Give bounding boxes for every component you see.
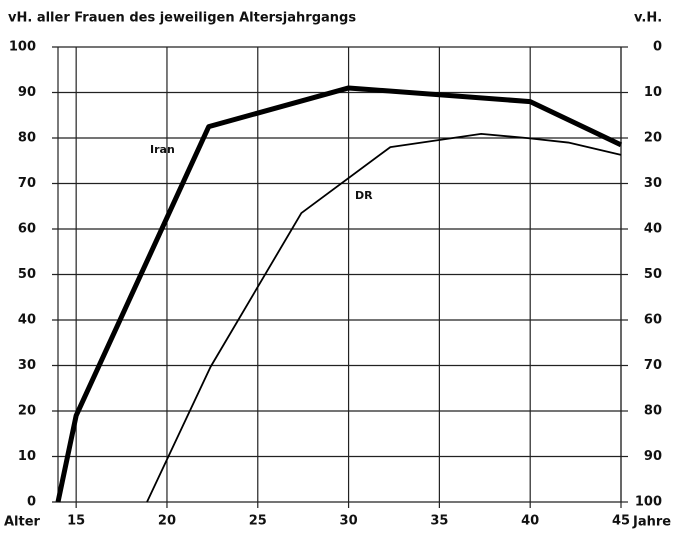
y2-tick-label: 100 (635, 495, 662, 510)
series-label: DR (355, 189, 373, 202)
y2-tick-label: 40 (644, 222, 662, 237)
x-axis-label: Alter (4, 515, 41, 530)
x-tick-label: 35 (430, 514, 448, 529)
y-tick-label: 10 (18, 449, 36, 464)
y2-tick-label: 20 (644, 131, 662, 146)
y-tick-label: 30 (18, 358, 36, 373)
line-series (146, 133, 622, 503)
line-series (55, 85, 623, 503)
y-tick-label: 60 (18, 222, 36, 237)
x-tick-label: 15 (67, 514, 85, 529)
y-tick-label: 80 (18, 131, 36, 146)
y2-tick-label: 10 (644, 85, 662, 100)
y2-tick-label: 90 (644, 449, 662, 464)
y-tick-label: 90 (18, 85, 36, 100)
y2-tick-label: 30 (644, 176, 662, 191)
chart-title: vH. aller Frauen des jeweiligen Altersja… (8, 11, 356, 26)
y-tick-label: 0 (27, 495, 36, 510)
y-tick-label: 20 (18, 404, 36, 419)
x-tick-label: 40 (521, 514, 539, 529)
y2-axis-label: v.H. (634, 11, 662, 26)
y-tick-label: 100 (9, 40, 36, 55)
y-tick-label: 40 (18, 313, 36, 328)
y-tick-label: 70 (18, 176, 36, 191)
x-tick-label: 45 (612, 514, 630, 529)
x-tick-label: 30 (340, 514, 358, 529)
y-tick-label: 50 (18, 267, 36, 282)
y2-tick-label: 50 (644, 267, 662, 282)
x-tick-label: 20 (158, 514, 176, 529)
y2-tick-label: 0 (653, 40, 662, 55)
y2-tick-label: 70 (644, 358, 662, 373)
x-tick-label: 25 (249, 514, 267, 529)
x-axis-label: Jahre (632, 515, 671, 530)
y2-tick-label: 60 (644, 313, 662, 328)
series-label: Iran (150, 143, 175, 156)
y2-tick-label: 80 (644, 404, 662, 419)
